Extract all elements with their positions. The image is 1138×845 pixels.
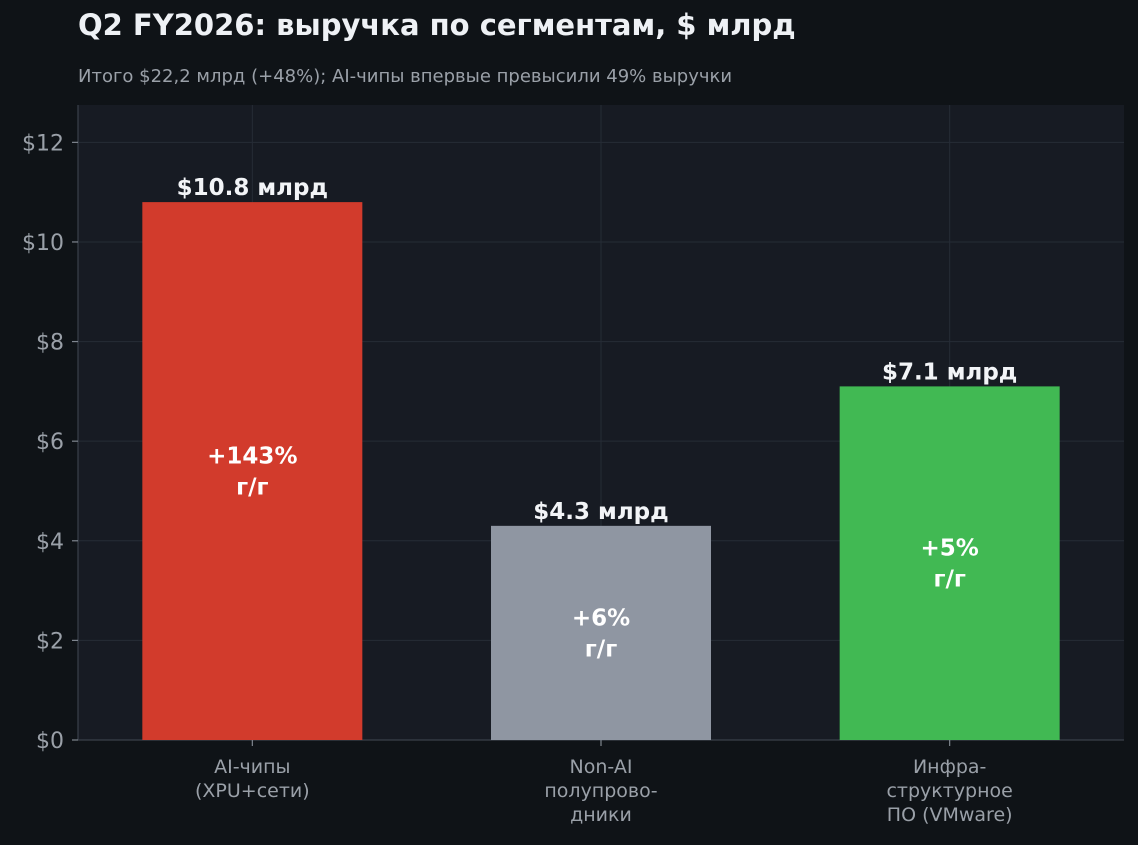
x-tick-label: AI-чипы [214,756,290,778]
x-tick-label: дники [570,804,632,826]
y-tick-label: $2 [36,629,64,654]
bar [839,386,1060,740]
y-tick-label: $12 [22,131,64,156]
y-tick-label: $6 [36,430,64,455]
data-label: $7.1 млрд [882,359,1017,385]
growth-label: +143% [207,444,297,470]
x-tick-label: Инфра- [913,756,986,778]
chart-title: Q2 FY2026: выручка по сегментам, $ млрд [78,8,796,42]
bar [142,202,363,740]
x-tick-label: ПО (VMware) [887,804,1013,826]
chart-subtitle: Итого $22,2 млрд (+48%); AI-чипы впервые… [78,66,733,87]
growth-label: +5% [921,536,979,562]
growth-label: +6% [572,605,630,631]
growth-label: г/г [236,475,268,501]
x-tick-label: Non-AI [570,756,633,778]
bar [491,525,711,740]
y-tick-label: $4 [36,530,64,555]
data-label: $10.8 млрд [177,175,328,201]
y-tick-label: $10 [22,231,64,256]
x-tick-label: полупрово- [544,780,657,802]
x-tick-label: структурное [886,780,1012,802]
x-tick-label: (XPU+сети) [195,780,310,802]
y-tick-label: $0 [36,729,64,754]
growth-label: г/г [585,636,617,662]
y-tick-label: $8 [36,331,64,356]
data-label: $4.3 млрд [533,499,668,525]
growth-label: г/г [933,567,965,593]
